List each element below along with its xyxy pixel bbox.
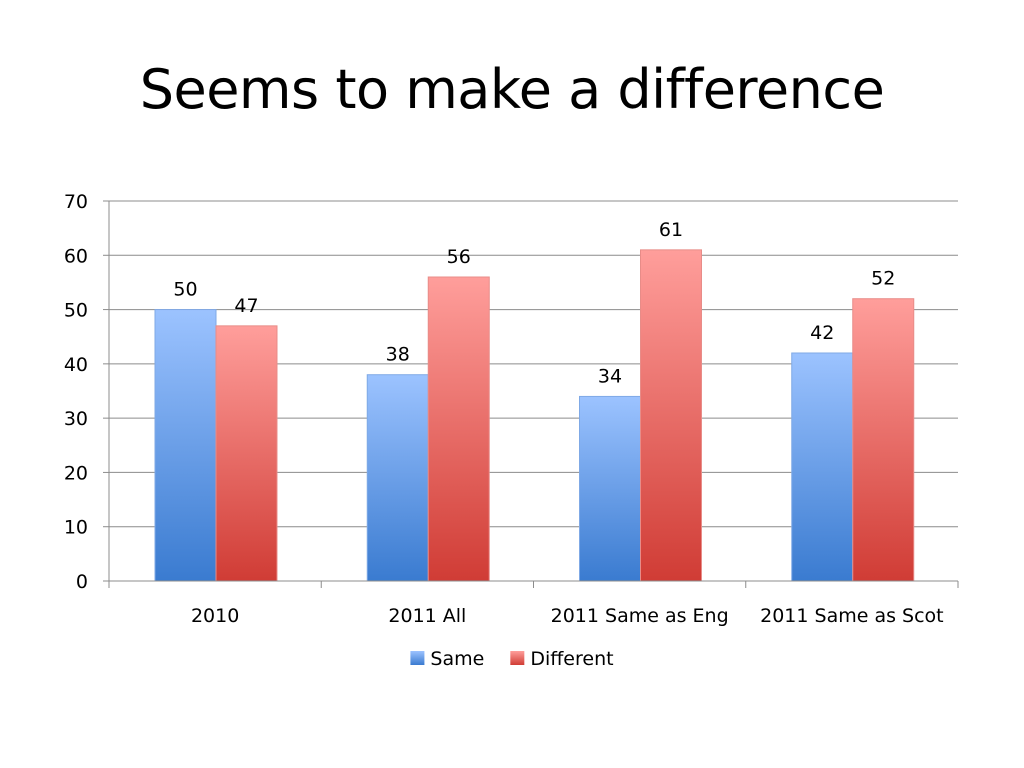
y-tick-label: 50 xyxy=(64,300,88,322)
bar-data-label: 34 xyxy=(598,365,622,387)
data-labels: 50 47 38 56 34 61 42 52 xyxy=(173,219,895,388)
legend-label: Same xyxy=(430,648,484,670)
x-tick-label: 2011 Same as Scot xyxy=(760,605,944,627)
legend-swatch-same xyxy=(410,651,425,665)
bar-data-label: 50 xyxy=(173,279,197,301)
bar-same xyxy=(154,309,217,582)
bar-data-label: 47 xyxy=(234,295,258,317)
bar-different xyxy=(640,249,702,582)
x-tick-label: 2011 Same as Eng xyxy=(551,605,729,627)
bar-different xyxy=(427,276,490,582)
legend-swatch-different xyxy=(510,651,525,665)
bar-different xyxy=(215,325,278,582)
x-tick-label: 2010 xyxy=(191,605,239,627)
bar-data-label: 52 xyxy=(871,268,895,290)
y-tick-label: 10 xyxy=(64,517,88,539)
y-tick-label: 20 xyxy=(64,462,88,484)
legend-label: Different xyxy=(530,648,613,670)
bar-same xyxy=(579,395,641,582)
bar-data-label: 56 xyxy=(447,246,471,268)
bar-same xyxy=(791,352,854,582)
bar-data-label: 61 xyxy=(659,219,683,241)
legend: Same Different xyxy=(410,648,614,670)
y-tick-label: 70 xyxy=(64,191,88,213)
y-tick-label: 40 xyxy=(64,354,88,376)
y-tick-label: 30 xyxy=(64,408,88,430)
bar-data-label: 38 xyxy=(386,344,410,366)
bar-different xyxy=(852,298,915,582)
bar-data-label: 42 xyxy=(810,322,834,344)
slide-title: Seems to make a difference xyxy=(139,58,885,121)
bars xyxy=(154,249,915,582)
bar-same xyxy=(366,374,429,582)
y-tick-label: 60 xyxy=(64,245,88,267)
y-tick-label: 0 xyxy=(76,571,88,593)
x-tick-label: 2011 All xyxy=(388,605,466,627)
axes: 0 10 20 30 40 50 60 70 2010 2011 All 2011 Same as … xyxy=(64,191,959,627)
